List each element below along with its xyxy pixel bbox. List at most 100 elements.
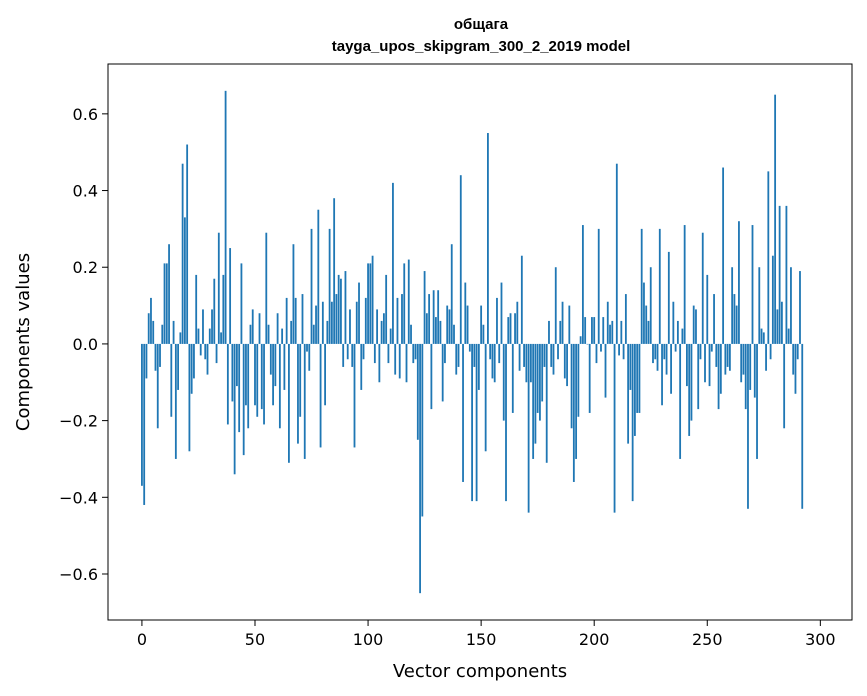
y-axis-label: Components values [13, 253, 34, 431]
bar-121 [414, 343, 417, 360]
bar-249 [704, 343, 706, 383]
bar-49 [251, 309, 254, 344]
bar-276 [765, 343, 767, 371]
bar-27 [202, 309, 204, 344]
bar-213 [622, 343, 625, 360]
bar-185 [559, 320, 562, 344]
bar-34 [217, 232, 220, 344]
bar-67 [292, 244, 295, 344]
bar-224 [647, 320, 650, 344]
bar-48 [249, 324, 252, 344]
bar-233 [667, 251, 670, 344]
bar-157 [496, 297, 498, 344]
x-tick-label: 150 [466, 630, 497, 649]
bar-140 [457, 343, 460, 367]
bar-42 [236, 343, 238, 387]
bar-171 [527, 343, 530, 513]
bar-11 [165, 263, 168, 344]
bar-247 [699, 343, 702, 360]
bar-278 [769, 343, 772, 360]
bar-71 [301, 294, 304, 344]
bar-63 [283, 343, 286, 390]
x-axis: 0 50 100 150 200 250 300 [137, 620, 836, 649]
bar-261 [731, 267, 734, 344]
bar-29 [206, 343, 209, 375]
chart-title: общага [454, 16, 509, 33]
bar-223 [645, 305, 648, 344]
bar-40 [231, 343, 234, 402]
bar-137 [450, 244, 453, 344]
bar-16 [177, 343, 180, 390]
bar-198 [588, 343, 591, 413]
bar-139 [455, 343, 458, 375]
bar-3 [147, 313, 150, 344]
bar-167 [518, 343, 521, 371]
x-tick-label: 300 [805, 630, 836, 649]
bar-108 [385, 274, 388, 344]
bar-176 [539, 343, 541, 421]
bar-13 [170, 343, 173, 417]
bar-92 [349, 309, 351, 344]
bar-232 [665, 343, 668, 375]
y-axis: −0.6 −0.4 −0.2 0.0 0.2 0.4 0.6 [59, 105, 108, 584]
bar-274 [760, 328, 763, 344]
bar-165 [514, 313, 516, 344]
bar-107 [382, 313, 385, 344]
bar-183 [554, 267, 557, 344]
bar-56 [267, 324, 270, 344]
bar-8 [159, 343, 161, 367]
bar-215 [627, 343, 630, 444]
y-tick-label: −0.6 [59, 565, 98, 584]
bar-168 [520, 255, 523, 344]
bar-111 [392, 182, 394, 344]
bar-136 [448, 309, 451, 344]
bar-166 [516, 301, 519, 344]
bar-84 [330, 301, 333, 344]
bar-209 [613, 343, 616, 513]
bar-221 [640, 228, 643, 344]
bar-115 [401, 294, 403, 344]
bar-266 [742, 343, 745, 375]
y-tick-label: −0.2 [59, 412, 98, 431]
bar-210 [615, 163, 618, 344]
bar-264 [738, 221, 740, 344]
y-tick-label: 0.0 [73, 335, 98, 354]
bar-46 [245, 343, 247, 406]
bar-244 [692, 305, 695, 344]
bar-255 [717, 343, 720, 410]
bar-62 [281, 328, 284, 344]
bar-225 [649, 267, 652, 344]
y-tick-label: 0.2 [73, 258, 98, 277]
bar-74 [308, 343, 311, 371]
bar-207 [609, 324, 611, 344]
bar-162 [507, 317, 510, 344]
bar-214 [624, 294, 627, 344]
bar-19 [183, 217, 186, 344]
bar-236 [674, 343, 677, 352]
bar-85 [333, 198, 336, 344]
bar-199 [591, 317, 593, 344]
bar-163 [509, 313, 512, 344]
bar-285 [785, 205, 788, 344]
bar-151 [482, 324, 485, 344]
bar-193 [577, 343, 580, 417]
bar-273 [758, 267, 761, 344]
bar-241 [686, 343, 688, 387]
bar-6 [154, 343, 157, 371]
bar-36 [222, 274, 225, 344]
bar-68 [294, 297, 297, 344]
bar-86 [335, 294, 338, 344]
bar-179 [545, 343, 548, 463]
bar-106 [380, 320, 383, 344]
bar-203 [600, 343, 602, 352]
bar-12 [168, 244, 170, 344]
bar-158 [498, 343, 501, 364]
bar-57 [269, 343, 272, 375]
bar-14 [172, 320, 175, 344]
bar-90 [344, 271, 347, 344]
bar-229 [658, 228, 661, 344]
bar-105 [378, 343, 381, 383]
bar-61 [278, 343, 281, 429]
bar-200 [593, 317, 596, 344]
bar-118 [407, 259, 410, 344]
